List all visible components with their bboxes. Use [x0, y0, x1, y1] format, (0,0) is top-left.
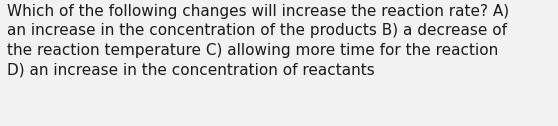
Text: Which of the following changes will increase the reaction rate? A)
an increase i: Which of the following changes will incr… — [7, 4, 509, 77]
